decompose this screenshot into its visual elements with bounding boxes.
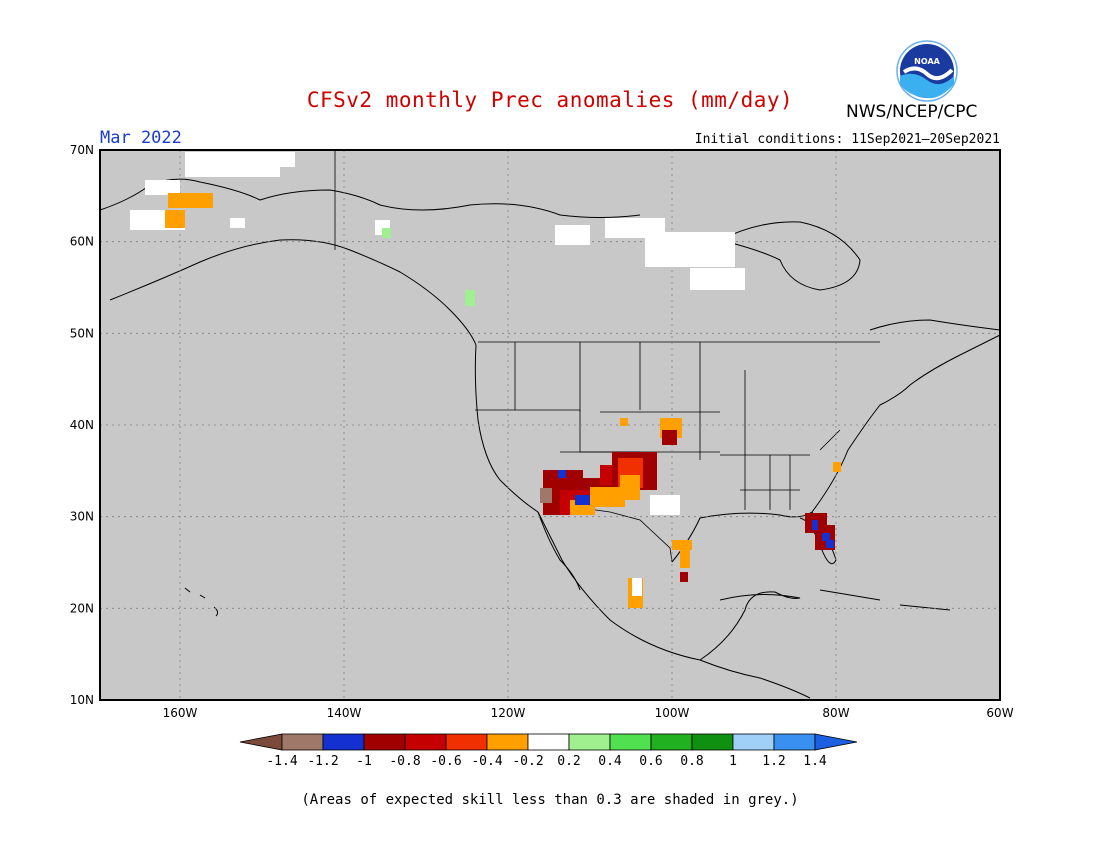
color-bar-left-arrow: [239, 733, 283, 751]
coastlines: [99, 178, 1001, 699]
color-bar-segment: [322, 733, 365, 751]
color-bar-segment: [486, 733, 529, 751]
initial-conditions: Initial conditions: 11Sep2021–20Sep2021: [694, 132, 1000, 147]
lat-label: 10N: [70, 693, 94, 707]
anomaly-cell: [632, 578, 642, 596]
color-bar-label: -0.4: [471, 754, 502, 769]
anomaly-cell: [165, 210, 185, 228]
anomaly-cell: [555, 225, 590, 245]
color-bar-segment: [691, 733, 734, 751]
color-bar-label: 1: [729, 754, 737, 769]
color-bar-segment: [281, 733, 324, 751]
anomaly-cells: [130, 152, 841, 608]
map-frame: [99, 149, 1001, 701]
anomaly-cell: [230, 218, 245, 228]
lat-label: 50N: [70, 326, 94, 340]
anomaly-cell: [650, 495, 680, 515]
lon-label: 140W: [327, 706, 362, 720]
color-bar-label: 0.4: [598, 754, 622, 769]
color-bar-segment: [568, 733, 611, 751]
agency-name: NWS/NCEP/CPC: [846, 102, 978, 122]
anomaly-cell: [168, 193, 213, 208]
color-bar-label: 1.2: [762, 754, 785, 769]
color-bar-segment: [773, 733, 816, 751]
logo-lettering: NOAA: [914, 57, 940, 66]
lat-lon-gridlines: [100, 150, 1000, 700]
lat-label: 40N: [70, 418, 94, 432]
color-bar-segment: [363, 733, 406, 751]
anomaly-cell: [465, 290, 475, 306]
color-bar-segment: [404, 733, 447, 751]
anomaly-cell: [680, 550, 690, 568]
color-bar-segment: [609, 733, 652, 751]
anomaly-cell: [260, 152, 295, 167]
anomaly-cell: [680, 572, 688, 582]
color-bar-label: 1.4: [803, 754, 827, 769]
lat-label: 30N: [70, 510, 94, 524]
borders: [334, 150, 880, 563]
anomaly-cell: [826, 540, 834, 548]
color-bar-label: -1.2: [307, 754, 338, 769]
longitude-labels: 160W 140W 120W 100W 80W 60W: [163, 706, 1014, 720]
forecast-month: Mar 2022: [100, 128, 182, 148]
color-bar-legend: [239, 733, 858, 751]
anomaly-cell: [540, 488, 552, 503]
color-bar-segment: [650, 733, 693, 751]
anomaly-cell: [620, 475, 640, 500]
color-bar-segment: [445, 733, 488, 751]
latitude-labels: 70N 60N 50N 40N 30N 20N 10N: [70, 143, 94, 707]
noaa-logo: NOAA: [896, 40, 958, 102]
anomaly-cell: [822, 533, 830, 541]
lon-label: 100W: [655, 706, 690, 720]
anomaly-cell: [662, 430, 677, 445]
anomaly-cell: [812, 520, 818, 530]
map-title: CFSv2 monthly Prec anomalies (mm/day): [306, 88, 794, 112]
color-bar-labels: -1.4 -1.2 -1 -0.8 -0.6 -0.4 -0.2 0.2 0.4 0.6 0.8 1 1…: [266, 754, 827, 769]
lon-label: 120W: [491, 706, 526, 720]
anomaly-cell: [575, 495, 590, 505]
anomaly-cell: [690, 268, 745, 290]
lon-label: 160W: [163, 706, 198, 720]
anomaly-cell: [645, 232, 735, 267]
anomaly-cell: [558, 470, 566, 478]
lat-label: 20N: [70, 601, 94, 615]
anomaly-cell: [145, 180, 180, 195]
color-bar-segment: [732, 733, 775, 751]
color-bar-right-arrow: [814, 733, 858, 751]
color-bar-label: -0.2: [512, 754, 543, 769]
color-bar-label: -1: [356, 754, 372, 769]
lon-label: 60W: [986, 706, 1013, 720]
anomaly-cell: [590, 487, 625, 507]
anomaly-cell: [833, 462, 841, 472]
color-bar-label: 0.6: [639, 754, 662, 769]
color-bar-label: -1.4: [266, 754, 297, 769]
color-bar-segment: [527, 733, 570, 751]
anomaly-cell: [382, 228, 391, 238]
anomaly-cell: [672, 540, 692, 550]
color-bar-label: 0.2: [557, 754, 580, 769]
lon-label: 80W: [822, 706, 849, 720]
color-bar-label: -0.6: [430, 754, 461, 769]
skill-footnote: (Areas of expected skill less than 0.3 a…: [301, 792, 799, 808]
lat-label: 70N: [70, 143, 94, 157]
color-bar-label: 0.8: [680, 754, 703, 769]
anomaly-cell: [620, 418, 628, 426]
color-bar-label: -0.8: [389, 754, 420, 769]
lat-label: 60N: [70, 235, 94, 249]
